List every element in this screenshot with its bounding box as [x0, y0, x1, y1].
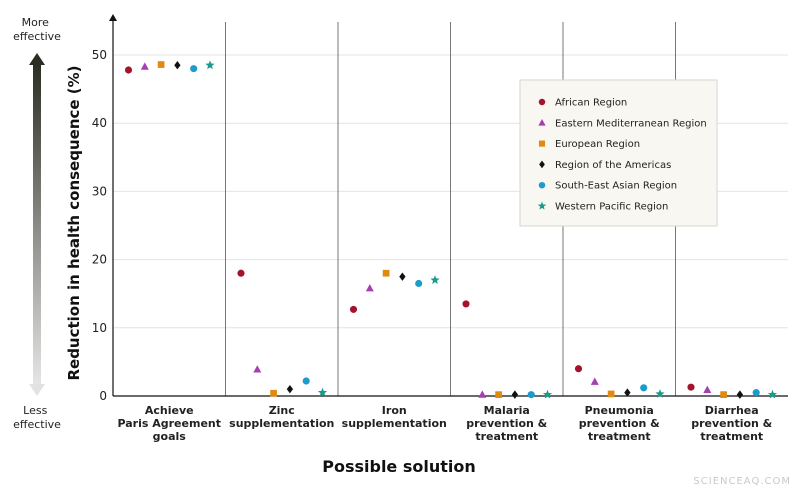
x-category-label-2-line-0: Iron [382, 404, 407, 417]
point-series-1-cat-1 [253, 365, 262, 373]
x-category-label-1: Zinc supplementation [229, 404, 334, 430]
y-axis-title: Reduction in health consequence (%) [65, 65, 83, 380]
point-series-0-cat-2 [349, 305, 358, 313]
x-category-label-0-line-2: goals [153, 430, 187, 443]
point-series-3-cat-4 [624, 388, 631, 397]
y-axis-arrow [109, 14, 117, 21]
point-series-2-cat-3 [495, 391, 502, 398]
point-series-3-cat-3 [511, 390, 519, 399]
effectiveness-arrow-head-down [29, 384, 45, 396]
x-category-label-5-line-1: prevention & [691, 417, 772, 430]
less-effective-line-2: effective [13, 418, 61, 431]
x-category-label-4-line-0: Pneumonia [585, 404, 654, 417]
x-category-label-0-line-1: Paris Agreement [117, 417, 221, 430]
effectiveness-arrow-head-up [29, 53, 45, 65]
y-tick-label-40: 40 [92, 116, 107, 130]
legend-marker-0 [538, 98, 546, 106]
y-tick-label-30: 30 [92, 184, 107, 198]
x-category-label-3-line-2: treatment [475, 430, 538, 443]
legend-label-5: Western Pacific Region [555, 202, 668, 213]
legend-box [519, 79, 718, 227]
x-category-label-1-line-0: Zinc [269, 404, 295, 417]
axes [109, 14, 788, 397]
point-series-2-cat-5 [720, 391, 727, 398]
point-series-5-cat-3 [542, 389, 553, 399]
legend-marker-5 [537, 201, 547, 210]
x-category-label-2: Iron supplementation [342, 404, 447, 430]
y-tick-labels: 0 10 20 30 40 50 [92, 48, 107, 403]
watermark: SCIENCEAQ.COM [693, 476, 791, 487]
y-tick-label-20: 20 [92, 253, 107, 267]
point-series-5-cat-4 [655, 389, 665, 398]
point-series-3-cat-2 [399, 272, 406, 281]
x-category-label-3-line-0: Malaria [484, 404, 530, 417]
point-series-4-cat-3 [527, 391, 535, 399]
point-series-4-cat-2 [415, 279, 423, 288]
y-tick-label-50: 50 [92, 48, 107, 62]
x-category-label-0-line-0: Achieve [145, 404, 194, 417]
x-category-label-5: Diarrhea prevention & treatment [691, 404, 772, 443]
legend-label-0: African Region [555, 98, 627, 109]
legend: African Region Eastern Mediterranean Regi… [519, 79, 718, 227]
legend-marker-1 [538, 119, 546, 126]
point-series-1-cat-0 [140, 62, 149, 70]
point-series-5-cat-0 [205, 60, 215, 70]
more-effective-line-2: effective [13, 30, 61, 43]
point-series-1-cat-5 [703, 385, 712, 394]
point-series-1-cat-2 [365, 284, 374, 292]
point-series-3-cat-1 [286, 384, 294, 394]
point-series-4-cat-1 [302, 377, 310, 385]
point-series-3-cat-5 [736, 390, 744, 399]
point-series-2-cat-0 [157, 61, 165, 68]
data-points [124, 60, 778, 399]
x-category-label-2-line-1: supplementation [342, 417, 447, 430]
point-series-0-cat-0 [124, 66, 133, 74]
point-series-0-cat-3 [462, 300, 470, 308]
y-tick-label-10: 10 [92, 321, 107, 335]
legend-label-4: South-East Asian Region [555, 181, 677, 192]
point-series-4-cat-5 [752, 389, 760, 397]
x-category-label-4-line-2: treatment [588, 430, 651, 443]
point-series-3-cat-0 [174, 61, 181, 70]
legend-marker-4 [538, 181, 546, 189]
point-series-1-cat-3 [478, 390, 487, 398]
legend-label-2: European Region [555, 139, 640, 150]
effectiveness-gradient-bar [33, 64, 41, 386]
point-series-0-cat-4 [574, 365, 583, 373]
more-effective-line-1: More [22, 16, 50, 29]
less-effective-line-1: Less [23, 404, 47, 417]
effectiveness-scale: More effective Less effective [13, 16, 61, 431]
x-category-label-5-line-0: Diarrhea [705, 404, 759, 417]
point-series-5-cat-1 [317, 387, 328, 397]
point-series-2-cat-2 [382, 269, 390, 277]
point-series-0-cat-5 [687, 383, 695, 391]
legend-label-1: Eastern Mediterranean Region [555, 118, 707, 129]
point-series-0-cat-1 [237, 269, 245, 277]
point-series-1-cat-4 [590, 377, 599, 385]
point-series-5-cat-2 [430, 275, 440, 284]
x-category-label-3-line-1: prevention & [466, 417, 547, 430]
x-axis-title: Possible solution [322, 457, 476, 476]
x-category-label-5-line-2: treatment [700, 430, 763, 443]
x-category-label-4-line-1: prevention & [579, 417, 660, 430]
point-series-5-cat-5 [767, 389, 778, 399]
point-series-4-cat-4 [640, 384, 648, 392]
point-series-4-cat-0 [190, 65, 198, 73]
more-effective-label: More effective [13, 16, 61, 43]
point-series-2-cat-4 [607, 390, 615, 398]
point-series-2-cat-1 [270, 389, 277, 397]
legend-marker-3 [539, 160, 545, 169]
x-category-label-4: Pneumonia prevention & treatment [579, 404, 660, 443]
y-tick-label-0: 0 [99, 389, 107, 403]
x-category-label-3: Malaria prevention & treatment [466, 404, 547, 443]
legend-label-3: Region of the Americas [555, 160, 671, 171]
less-effective-label: Less effective [13, 404, 61, 431]
x-category-label-0: Achieve Paris Agreement goals [117, 404, 221, 443]
x-category-label-1-line-1: supplementation [229, 417, 334, 430]
legend-marker-2 [538, 140, 546, 147]
